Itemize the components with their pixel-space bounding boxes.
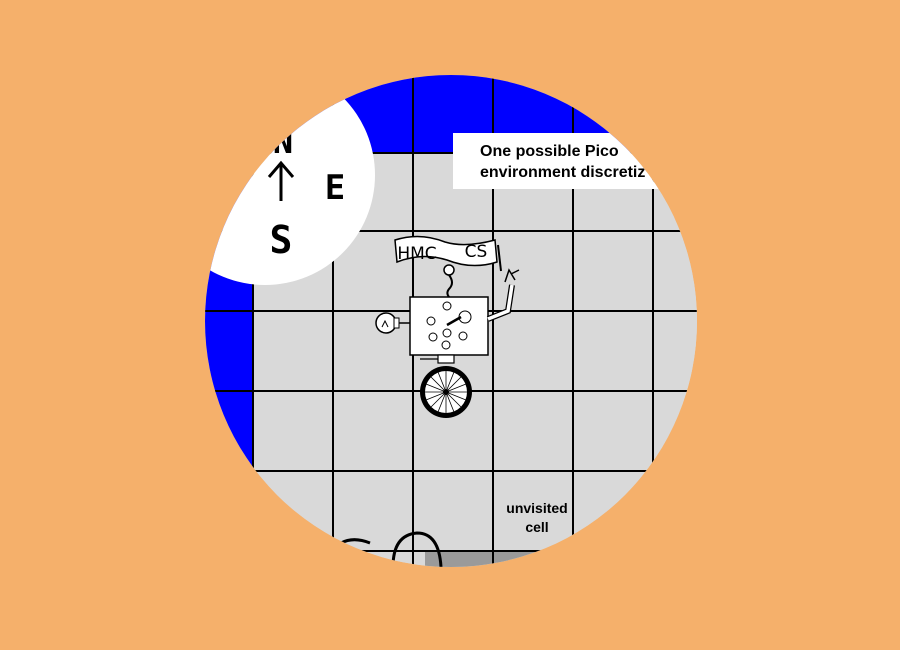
banner-right: CS [465, 242, 488, 262]
caption-line-2: environment discretiz [480, 164, 646, 181]
wheel-icon [420, 366, 472, 418]
banner-left: HMC [397, 244, 436, 264]
compass-arrow-icon [267, 160, 295, 201]
compass-east: E [325, 168, 345, 208]
unvisited-cell-label: unvisited cell [487, 499, 587, 537]
caption-box: One possible Pico environment discretiz [453, 133, 697, 189]
environment-view: N E S HMC CS [205, 75, 697, 567]
floor-shadow [425, 550, 545, 567]
cell-label-line-2: cell [525, 519, 549, 535]
light-bulb-icon [375, 312, 400, 334]
caption-line-1: One possible Pico [480, 143, 619, 160]
robot-icon: HMC CS [375, 235, 520, 418]
cell-label-line-1: unvisited [506, 500, 568, 516]
compass-icon: N E S [205, 75, 375, 285]
grid-map: N E S HMC CS [205, 75, 697, 567]
partial-symbols [328, 531, 443, 567]
compass-north: N [273, 122, 293, 162]
compass-south: S [270, 218, 293, 262]
